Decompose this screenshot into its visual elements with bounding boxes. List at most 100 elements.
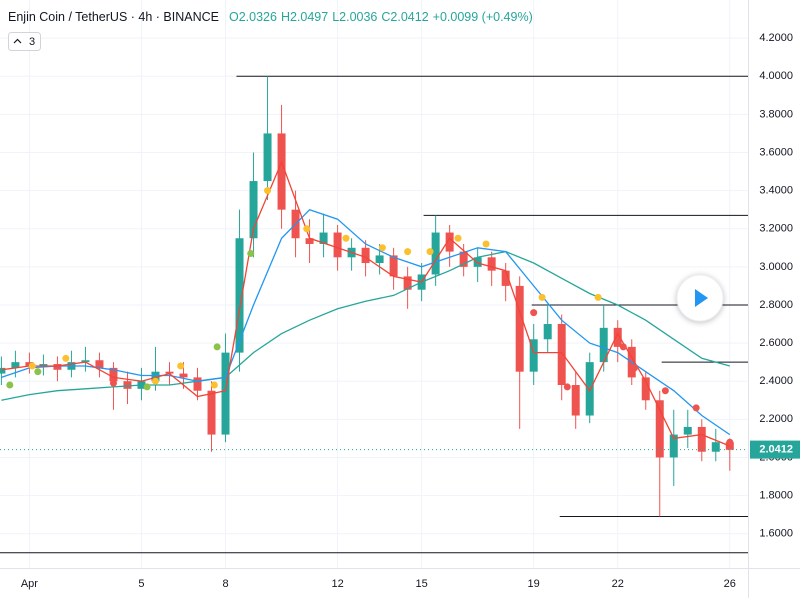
- play-button[interactable]: [676, 274, 724, 322]
- candle-body: [445, 232, 454, 252]
- signal-marker: [631, 364, 639, 372]
- candle-body: [641, 377, 650, 401]
- grid: [0, 0, 748, 568]
- candle-body: [109, 367, 118, 382]
- x-tick-label: 22: [612, 578, 624, 590]
- close: C2.0412: [381, 10, 428, 24]
- candle-body: [389, 255, 398, 277]
- signal-marker: [28, 362, 36, 370]
- candle-body: [53, 364, 62, 370]
- candle-body: [123, 381, 132, 389]
- candle-body: [263, 133, 272, 182]
- candle-body: [473, 257, 482, 267]
- y-tick-label: 2.2000: [759, 413, 793, 425]
- signal-marker: [264, 187, 272, 195]
- y-tick-label: 3.8000: [759, 108, 793, 120]
- candle-body: [193, 377, 202, 391]
- signal-marker: [482, 240, 490, 248]
- candle-body: [459, 251, 468, 267]
- signal-marker: [594, 293, 602, 301]
- signal-marker: [109, 379, 117, 387]
- signal-marker: [454, 234, 462, 242]
- candle-body: [235, 238, 244, 353]
- candle-body: [669, 434, 678, 458]
- y-tick-label: 1.6000: [759, 528, 793, 540]
- candle-body: [543, 324, 552, 340]
- signal-marker: [34, 368, 42, 376]
- y-tick-label: 3.0000: [759, 261, 793, 273]
- x-tick-label: 12: [331, 578, 343, 590]
- x-tick-label: 26: [724, 578, 736, 590]
- high: H2.0497: [281, 10, 328, 24]
- signal-marker: [151, 377, 159, 385]
- signal-marker: [247, 250, 255, 258]
- signal-marker: [538, 293, 546, 301]
- last-price-box: [750, 440, 800, 459]
- candle-body: [501, 270, 510, 286]
- change: +0.0099 (+0.49%): [433, 10, 533, 24]
- y-tick-label: 4.0000: [759, 70, 793, 82]
- candle-body: [487, 257, 496, 271]
- low: L2.0036: [332, 10, 377, 24]
- candle-body: [711, 442, 720, 452]
- signal-marker: [661, 387, 669, 395]
- candle-body: [305, 238, 314, 244]
- moving-average-line: [1, 160, 731, 447]
- signal-marker: [530, 309, 538, 317]
- signal-marker: [342, 234, 350, 242]
- candle-body: [655, 400, 664, 458]
- candle-body: [515, 285, 524, 372]
- candle-body: [599, 327, 608, 363]
- signal-marker: [143, 383, 151, 391]
- y-tick-label: 3.4000: [759, 185, 793, 197]
- signal-marker: [692, 404, 700, 412]
- signal-marker: [6, 381, 14, 389]
- signal-marker: [177, 362, 185, 370]
- candle-body: [151, 371, 160, 382]
- signal-marker: [619, 343, 627, 351]
- x-tick-label: 15: [416, 578, 428, 590]
- candle-body: [403, 276, 412, 290]
- candle-body: [361, 247, 370, 264]
- candle-body: [249, 181, 258, 239]
- indicator-toggle[interactable]: 3: [8, 32, 41, 51]
- y-tick-label: 2.6000: [759, 337, 793, 349]
- signal-marker: [563, 383, 571, 391]
- y-tick-label: 2.8000: [759, 299, 793, 311]
- symbol: Enjin Coin / TetherUS · 4h · BINANCE: [8, 10, 219, 24]
- legend-header: Enjin Coin / TetherUS · 4h · BINANCE O2.0…: [8, 10, 533, 24]
- candle-body: [0, 367, 6, 374]
- candle-body: [613, 327, 622, 347]
- candle-body: [95, 360, 104, 368]
- candle-body: [585, 362, 594, 416]
- signal-marker: [404, 248, 412, 256]
- candle-body: [221, 352, 230, 435]
- open: O2.0326: [229, 10, 277, 24]
- y-tick-label: 3.6000: [759, 146, 793, 158]
- candle-body: [557, 324, 566, 386]
- candle-body: [529, 339, 538, 372]
- x-tick-label: Apr: [21, 578, 38, 590]
- plot: [0, 75, 748, 554]
- candle-body: [81, 360, 90, 363]
- candle-body: [319, 232, 328, 244]
- indicator-count: 3: [29, 36, 35, 48]
- signal-marker: [213, 343, 221, 351]
- candle-body: [683, 426, 692, 435]
- x-tick-label: 5: [138, 578, 144, 590]
- signal-marker: [210, 381, 218, 389]
- candle-body: [571, 385, 580, 416]
- y-tick-label: 4.2000: [759, 32, 793, 44]
- signal-marker: [303, 225, 311, 233]
- y-tick-label: 2.4000: [759, 375, 793, 387]
- candle-body: [179, 373, 188, 378]
- x-tick-label: 19: [528, 578, 540, 590]
- moving-average-line: [1, 208, 731, 436]
- signal-marker: [378, 244, 386, 252]
- signal-marker: [62, 354, 70, 362]
- axes: 1.60001.80002.00002.20002.40002.60002.80…: [21, 32, 800, 590]
- signal-marker: [426, 248, 434, 256]
- candle-body: [375, 255, 384, 264]
- candle-body: [207, 390, 216, 435]
